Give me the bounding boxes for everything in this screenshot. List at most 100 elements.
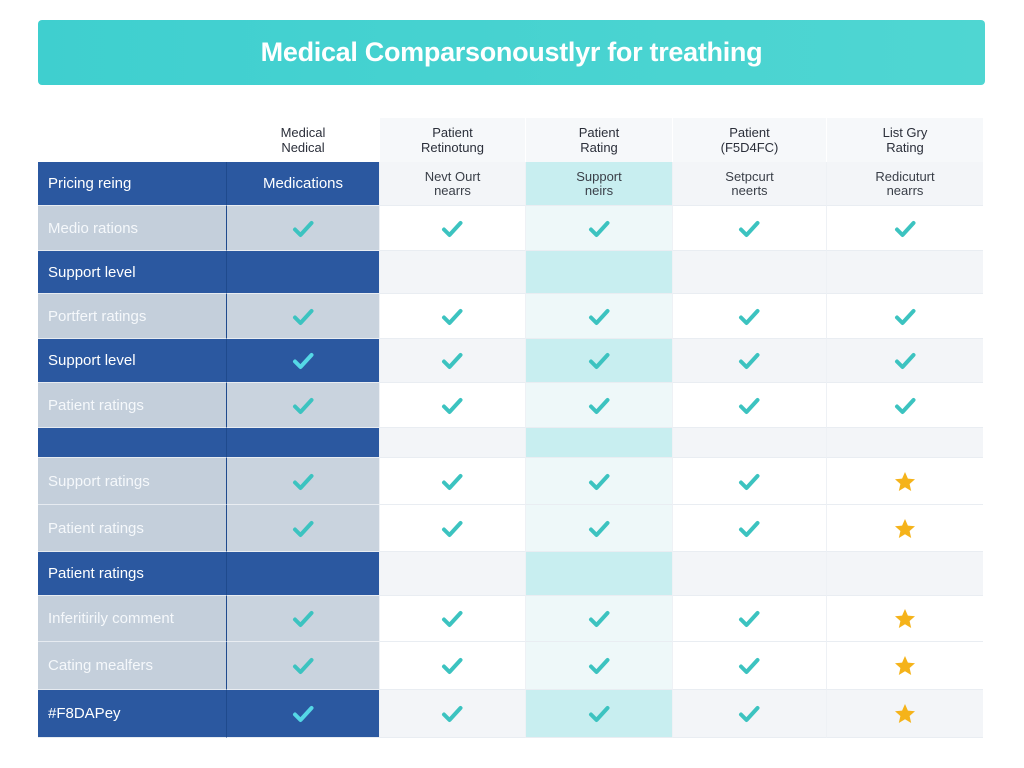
feature-cell — [226, 690, 379, 738]
cell — [672, 339, 826, 383]
cell-text: List Gry — [882, 125, 928, 140]
cell: Setpcurt neerts — [672, 162, 826, 206]
check-icon — [894, 308, 915, 325]
cell — [672, 642, 826, 690]
check-icon — [739, 473, 760, 490]
cell — [525, 690, 672, 738]
row-label: Patient ratings — [38, 383, 226, 428]
row-label: Cating mealfers — [38, 642, 226, 690]
cell-text: (F5D4FC) — [720, 140, 779, 155]
feature-cell — [226, 339, 379, 383]
cell — [826, 294, 983, 339]
star-icon — [894, 518, 915, 538]
check-icon — [588, 658, 609, 674]
cell — [672, 458, 826, 505]
cell-text: neerts — [731, 182, 768, 198]
check-icon — [442, 308, 463, 325]
check-icon — [442, 706, 463, 722]
row-label: Support level — [38, 251, 226, 294]
cell — [525, 339, 672, 383]
cell-text: Medical — [280, 125, 326, 140]
cell-text: Portfert ratings — [48, 307, 147, 325]
cell-text: Rating — [580, 140, 618, 155]
cell — [379, 505, 525, 552]
cell-text: nearrs — [886, 182, 924, 198]
cell — [826, 339, 983, 383]
cell — [672, 294, 826, 339]
cell — [525, 383, 672, 428]
cell-text: Support — [576, 168, 622, 184]
cell — [379, 552, 525, 596]
column-header: Patient Rating — [525, 118, 672, 162]
cell-text: Patient ratings — [48, 396, 144, 414]
check-icon — [894, 220, 915, 237]
cell-text: Redicuturt — [875, 168, 935, 184]
cell — [826, 552, 983, 596]
check-icon — [894, 397, 915, 414]
cell-text: Patient — [578, 125, 620, 140]
cell-text: Support ratings — [48, 472, 150, 490]
cell-text: #F8DAPey — [48, 705, 121, 722]
check-icon — [588, 353, 609, 369]
check-icon — [442, 397, 463, 414]
feature-cell: Medications — [226, 162, 379, 206]
check-icon — [442, 353, 463, 369]
cell — [525, 596, 672, 642]
check-icon — [588, 308, 609, 325]
cell-text: Support level — [48, 263, 136, 281]
check-icon — [739, 397, 760, 414]
column-header: Patient (F5D4FC) — [672, 118, 826, 162]
column-header: Medical Nedical — [226, 118, 379, 162]
check-icon — [292, 473, 313, 490]
cell — [379, 206, 525, 251]
check-icon — [442, 658, 463, 674]
column-header: Patient Retinotung — [379, 118, 525, 162]
row-label: Inferitirily comment — [38, 596, 226, 642]
column-header: List Gry Rating — [826, 118, 983, 162]
star-icon — [894, 704, 915, 723]
check-icon — [292, 520, 313, 537]
title-banner: Medical Comparsonoustlyr for treathing — [38, 20, 985, 85]
cell-text: Pricing reing — [48, 175, 132, 192]
cell-text: Retinotung — [421, 140, 484, 155]
cell — [379, 596, 525, 642]
check-icon — [739, 220, 760, 237]
cell — [826, 206, 983, 251]
feature-cell — [226, 294, 379, 339]
check-icon — [588, 520, 609, 537]
cell — [672, 596, 826, 642]
check-icon — [292, 611, 313, 627]
check-icon — [588, 473, 609, 490]
feature-cell — [226, 642, 379, 690]
feature-cell — [226, 206, 379, 251]
check-icon — [292, 706, 313, 722]
cell — [525, 294, 672, 339]
cell: Redicuturt nearrs — [826, 162, 983, 206]
check-icon — [292, 397, 313, 414]
check-icon — [588, 220, 609, 237]
check-icon — [739, 353, 760, 369]
cell — [525, 642, 672, 690]
feature-cell — [226, 458, 379, 505]
cell — [379, 251, 525, 294]
row-label: Portfert ratings — [38, 294, 226, 339]
check-icon — [292, 220, 313, 237]
cell — [525, 505, 672, 552]
cell — [379, 294, 525, 339]
title: Medical Comparsonoustlyr for treathing — [260, 37, 763, 67]
check-icon — [588, 397, 609, 414]
row-label — [38, 428, 226, 458]
cell — [379, 428, 525, 458]
row-label: Support ratings — [38, 458, 226, 505]
check-icon — [739, 308, 760, 325]
cell — [672, 428, 826, 458]
check-icon — [442, 520, 463, 537]
cell — [672, 552, 826, 596]
cell-text: Support level — [48, 352, 136, 369]
cell — [379, 642, 525, 690]
cell-text: Setpcurt — [725, 168, 774, 184]
star-icon — [894, 656, 915, 675]
check-icon — [442, 473, 463, 490]
star-icon — [894, 609, 915, 628]
